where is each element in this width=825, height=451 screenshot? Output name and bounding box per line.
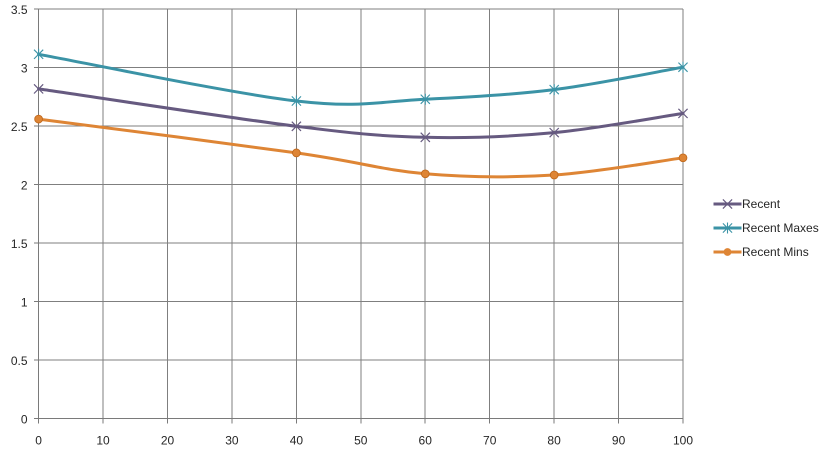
svg-text:100: 100 (673, 434, 693, 448)
svg-text:20: 20 (161, 434, 175, 448)
svg-text:2: 2 (21, 179, 28, 193)
svg-text:0: 0 (21, 413, 28, 427)
svg-text:1.5: 1.5 (11, 237, 28, 251)
svg-text:Recent Maxes: Recent Maxes (742, 221, 819, 235)
svg-text:50: 50 (354, 434, 368, 448)
svg-text:0.5: 0.5 (11, 354, 28, 368)
svg-text:10: 10 (96, 434, 110, 448)
svg-text:60: 60 (419, 434, 433, 448)
svg-text:3.5: 3.5 (11, 3, 28, 17)
svg-text:0: 0 (35, 434, 42, 448)
svg-text:3: 3 (21, 62, 28, 76)
svg-text:Recent Mins: Recent Mins (742, 245, 809, 259)
svg-text:30: 30 (225, 434, 239, 448)
svg-text:70: 70 (483, 434, 497, 448)
svg-text:90: 90 (612, 434, 626, 448)
svg-text:1: 1 (21, 296, 28, 310)
svg-text:80: 80 (547, 434, 561, 448)
svg-text:40: 40 (290, 434, 304, 448)
svg-text:2.5: 2.5 (11, 120, 28, 134)
svg-text:Recent: Recent (742, 197, 781, 211)
